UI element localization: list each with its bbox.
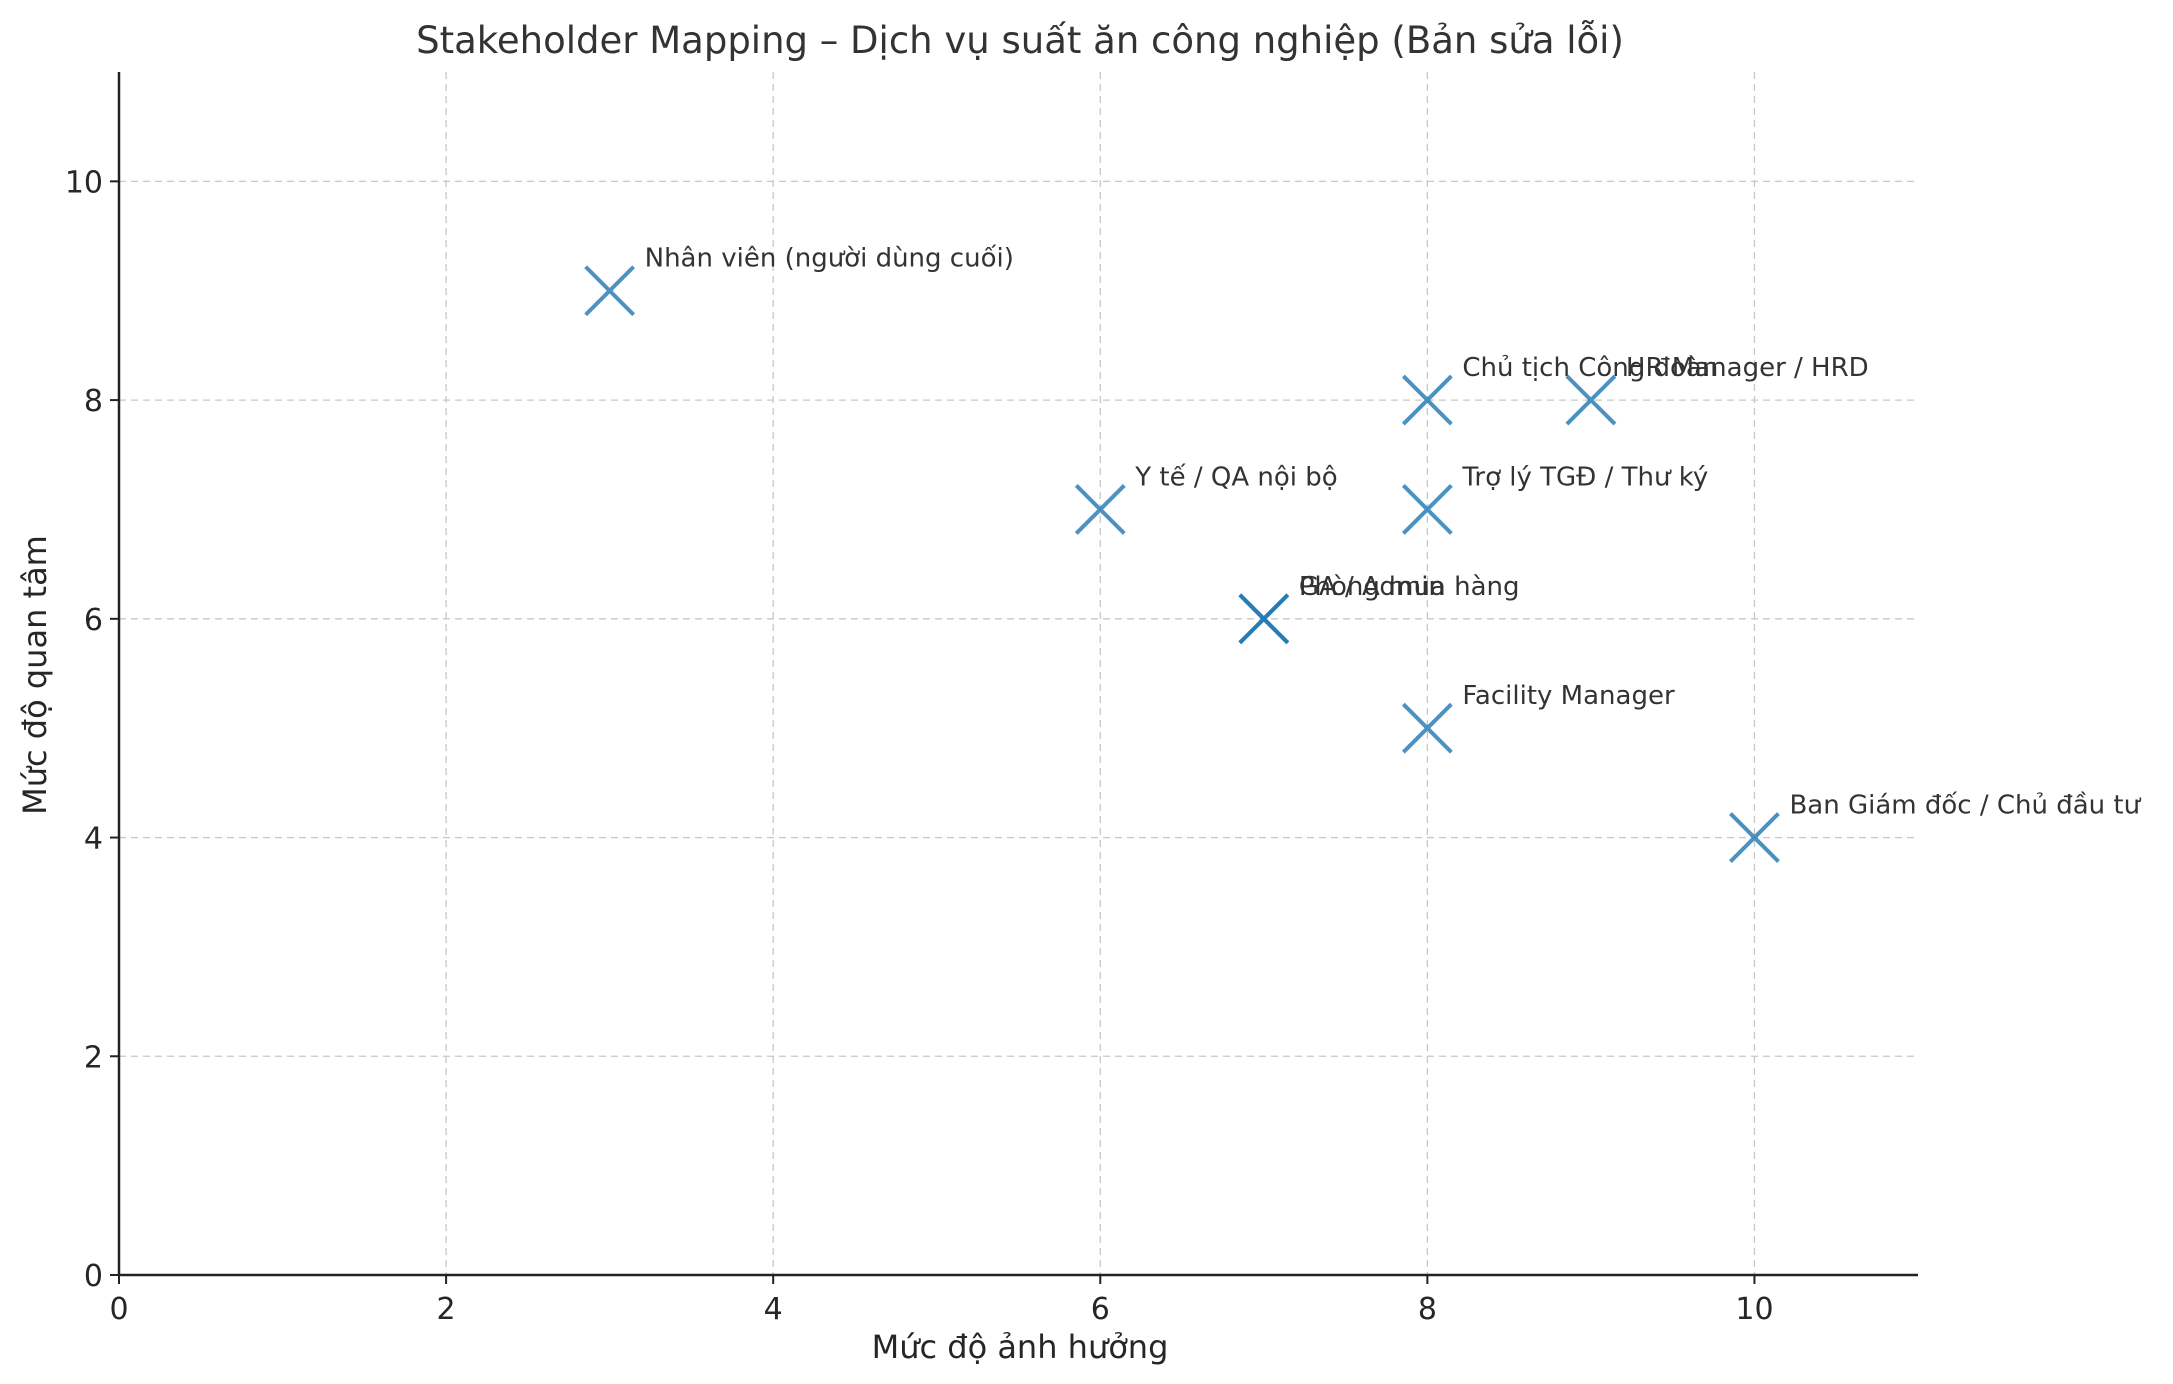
y-axis-label: Mức độ quan tâm: [16, 535, 54, 815]
marker-stroke: [1565, 374, 1617, 426]
chart-title: Stakeholder Mapping – Dịch vụ suất ăn cô…: [416, 19, 1624, 62]
y-tick-label: 6: [84, 603, 103, 638]
data-point-label: Chủ tịch Công đoàn: [1462, 353, 1718, 383]
x-axis-label: Mức độ ảnh hưởng: [872, 1328, 1169, 1366]
marker-stroke: [1729, 812, 1780, 863]
marker-stroke: [1401, 702, 1453, 754]
grid-layer: [119, 72, 1918, 1275]
data-point-marker: [584, 265, 636, 317]
marker-stroke: [1074, 484, 1126, 535]
data-point-marker: [1565, 374, 1617, 426]
data-point-label: GA / Admin: [1299, 572, 1445, 602]
marker-stroke: [1401, 484, 1453, 535]
data-point-label: Facility Manager: [1462, 681, 1675, 711]
data-point-marker: [1074, 484, 1126, 535]
y-tick-label: 4: [84, 822, 103, 857]
y-tick-label: 0: [84, 1259, 103, 1294]
data-point-marker: [1401, 702, 1453, 754]
data-point-label: Phòng mua hàng: [1299, 572, 1520, 602]
x-tick-label: 8: [1418, 1292, 1437, 1327]
ticks-layer: 0 2 4 6 8 10 0 2 4 6 8 10: [65, 165, 1774, 1327]
marker-stroke: [584, 265, 636, 317]
y-tick-label: 2: [84, 1040, 103, 1075]
y-tick-label: 10: [65, 165, 103, 200]
data-point-marker: [1401, 484, 1453, 535]
x-tick-label: 6: [1091, 1292, 1110, 1327]
data-point-marker: [1401, 374, 1453, 426]
x-tick-label: 2: [437, 1292, 456, 1327]
data-point-label: HR Manager / HRD: [1626, 353, 1869, 383]
data-point-label: Ban Giám đốc / Chủ đầu tư: [1789, 791, 2141, 821]
point-labels-layer: Nhân viên (người dùng cuối) Chủ tịch Công…: [645, 244, 2142, 821]
data-point-label: Trợ lý TGĐ / Thư ký: [1461, 462, 1708, 492]
x-tick-label: 0: [109, 1292, 128, 1327]
points-layer: [584, 265, 1780, 863]
x-tick-label: 4: [764, 1292, 783, 1327]
data-point-marker: [1729, 812, 1780, 863]
data-point-label: Nhân viên (người dùng cuối): [645, 244, 1014, 274]
data-point-marker: [1238, 593, 1290, 645]
axes-layer: [117, 72, 1918, 1277]
x-tick-label: 10: [1735, 1292, 1773, 1327]
marker-stroke: [1238, 593, 1290, 645]
marker-stroke: [1401, 374, 1453, 426]
data-point-label: Y tế / QA nội bộ: [1134, 462, 1337, 492]
y-tick-label: 8: [84, 384, 103, 419]
